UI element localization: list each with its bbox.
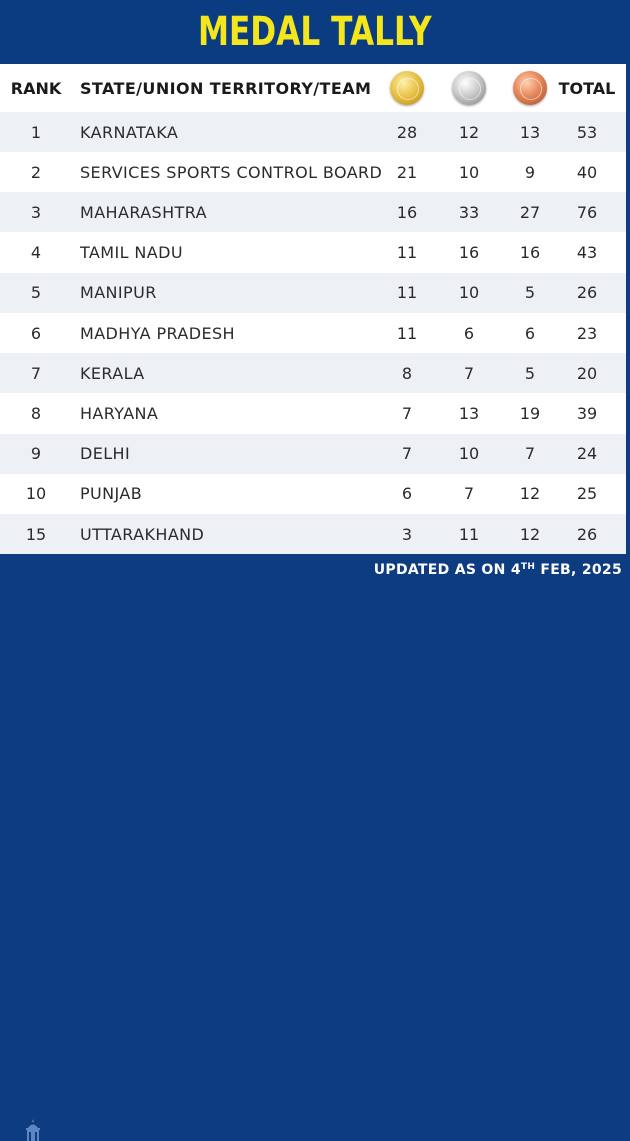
page-title: MEDAL TALLY bbox=[198, 9, 432, 55]
rank-cell: 5 bbox=[30, 283, 42, 303]
team-cell: KARNATAKA bbox=[80, 122, 179, 142]
table-row: 3 MAHARASHTRA 16 33 27 76 bbox=[0, 192, 626, 233]
bronze-count: 9 bbox=[524, 162, 536, 182]
updated-date: UPDATED AS ON 4TH FEB, 2025 bbox=[374, 562, 622, 578]
bronze-count: 6 bbox=[524, 323, 536, 343]
total-count: 24 bbox=[576, 444, 598, 464]
total-count: 20 bbox=[576, 363, 598, 383]
bronze-count: 13 bbox=[519, 122, 541, 142]
updated-prefix: UPDATED AS ON 4 bbox=[373, 562, 521, 578]
silver-count: 6 bbox=[463, 323, 475, 343]
rank-cell: 1 bbox=[30, 122, 42, 142]
gold-count: 7 bbox=[401, 403, 413, 423]
team-cell: DELHI bbox=[80, 444, 131, 464]
updated-superscript: TH bbox=[520, 562, 536, 572]
silver-header bbox=[442, 64, 496, 112]
team-cell: PUNJAB bbox=[80, 484, 143, 504]
bronze-count: 16 bbox=[519, 243, 541, 263]
footer-bar: UPDATED AS ON 4TH FEB, 2025 bbox=[0, 554, 630, 1141]
total-count: 39 bbox=[576, 403, 598, 423]
total-count: 43 bbox=[576, 243, 598, 263]
silver-count: 10 bbox=[458, 444, 480, 464]
silver-medal-icon bbox=[452, 71, 486, 105]
bronze-count: 27 bbox=[519, 202, 541, 222]
silver-count: 11 bbox=[458, 524, 480, 544]
gold-count: 3 bbox=[401, 524, 413, 544]
gold-count: 11 bbox=[396, 243, 418, 263]
bronze-count: 5 bbox=[524, 283, 536, 303]
team-cell: MADHYA PRADESH bbox=[80, 323, 235, 343]
gold-count: 21 bbox=[396, 162, 418, 182]
silver-count: 33 bbox=[458, 202, 480, 222]
medal-table: RANK STATE/UNION TERRITORY/TEAM TOTAL 1 K… bbox=[0, 64, 626, 554]
rank-header: RANK bbox=[10, 78, 62, 98]
gold-medal-icon bbox=[390, 71, 424, 105]
total-count: 40 bbox=[576, 162, 598, 182]
rank-cell: 15 bbox=[25, 524, 47, 544]
team-cell: SERVICES SPORTS CONTROL BOARD bbox=[80, 162, 383, 182]
team-cell: KERALA bbox=[80, 363, 145, 383]
rank-cell: 9 bbox=[30, 444, 42, 464]
table-row: 4 TAMIL NADU 11 16 16 43 bbox=[0, 232, 626, 273]
bronze-count: 19 bbox=[519, 403, 541, 423]
total-count: 53 bbox=[576, 122, 598, 142]
table-row: 2 SERVICES SPORTS CONTROL BOARD 21 10 9 40 bbox=[0, 152, 626, 193]
table-row: 8 HARYANA 7 13 19 39 bbox=[0, 393, 626, 434]
silver-count: 7 bbox=[463, 484, 475, 504]
rank-cell: 8 bbox=[30, 403, 42, 423]
table-row: 15 UTTARAKHAND 3 11 12 26 bbox=[0, 514, 626, 554]
team-header: STATE/UNION TERRITORY/TEAM bbox=[80, 78, 372, 98]
monument-icon bbox=[26, 1119, 40, 1141]
gold-count: 6 bbox=[401, 484, 413, 504]
bronze-count: 12 bbox=[519, 524, 541, 544]
total-count: 25 bbox=[576, 484, 598, 504]
team-cell: HARYANA bbox=[80, 403, 159, 423]
gold-count: 16 bbox=[396, 202, 418, 222]
table-row: 9 DELHI 7 10 7 24 bbox=[0, 433, 626, 474]
gold-count: 28 bbox=[396, 122, 418, 142]
gold-count: 7 bbox=[401, 444, 413, 464]
total-header: TOTAL bbox=[558, 78, 616, 98]
silver-count: 12 bbox=[458, 122, 480, 142]
bronze-header bbox=[503, 64, 557, 112]
silver-count: 13 bbox=[458, 403, 480, 423]
bronze-count: 7 bbox=[524, 444, 536, 464]
side-border bbox=[626, 64, 630, 554]
rank-cell: 6 bbox=[30, 323, 42, 343]
gold-count: 8 bbox=[401, 363, 413, 383]
team-cell: TAMIL NADU bbox=[80, 243, 183, 263]
table-row: 1 KARNATAKA 28 12 13 53 bbox=[0, 112, 626, 152]
bronze-medal-icon bbox=[513, 71, 547, 105]
bronze-count: 5 bbox=[524, 363, 536, 383]
silver-count: 7 bbox=[463, 363, 475, 383]
team-cell: MANIPUR bbox=[80, 283, 157, 303]
table-row: 7 KERALA 8 7 5 20 bbox=[0, 353, 626, 394]
rank-cell: 4 bbox=[30, 243, 42, 263]
total-count: 23 bbox=[576, 323, 598, 343]
table-row: 10 PUNJAB 6 7 12 25 bbox=[0, 473, 626, 514]
table-row: 6 MADHYA PRADESH 11 6 6 23 bbox=[0, 313, 626, 353]
total-count: 26 bbox=[576, 524, 598, 544]
rank-cell: 2 bbox=[30, 162, 42, 182]
total-count: 76 bbox=[576, 202, 598, 222]
updated-suffix: FEB, 2025 bbox=[535, 562, 622, 578]
title-bar: MEDAL TALLY bbox=[0, 0, 630, 64]
team-cell: UTTARAKHAND bbox=[80, 524, 205, 544]
rank-cell: 3 bbox=[30, 202, 42, 222]
rank-cell: 10 bbox=[25, 484, 47, 504]
silver-count: 10 bbox=[458, 162, 480, 182]
table-header: RANK STATE/UNION TERRITORY/TEAM TOTAL bbox=[0, 64, 626, 112]
total-count: 26 bbox=[576, 283, 598, 303]
gold-count: 11 bbox=[396, 283, 418, 303]
team-cell: MAHARASHTRA bbox=[80, 202, 207, 222]
rank-cell: 7 bbox=[30, 363, 42, 383]
silver-count: 10 bbox=[458, 283, 480, 303]
table-row: 5 MANIPUR 11 10 5 26 bbox=[0, 272, 626, 313]
bronze-count: 12 bbox=[519, 484, 541, 504]
silver-count: 16 bbox=[458, 243, 480, 263]
gold-count: 11 bbox=[396, 323, 418, 343]
gold-header bbox=[380, 64, 434, 112]
